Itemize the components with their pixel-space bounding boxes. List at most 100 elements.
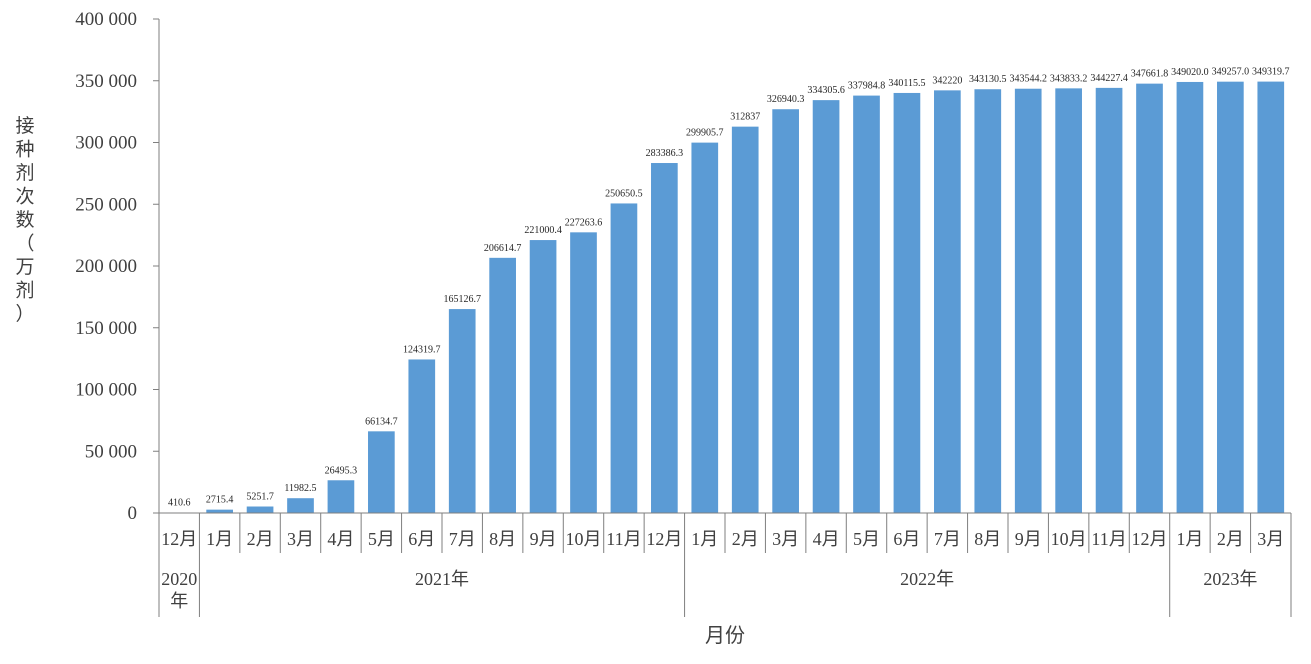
data-label: 343544.2 — [1009, 74, 1047, 85]
data-label: 66134.7 — [365, 416, 398, 427]
data-label: 250650.5 — [605, 188, 643, 199]
x-tick-label: 10月 — [566, 529, 602, 549]
bar — [287, 498, 314, 513]
group-label: 2020 年 — [161, 569, 197, 611]
x-tick-label: 8月 — [489, 529, 516, 549]
x-tick-label: 12月 — [1132, 529, 1168, 549]
data-label: 11982.5 — [284, 483, 316, 494]
data-label: 343833.2 — [1050, 73, 1088, 84]
data-label: 299905.7 — [686, 128, 724, 139]
bar — [772, 109, 799, 513]
data-label: 227263.6 — [565, 217, 603, 228]
bar — [1176, 81, 1204, 513]
data-label: 337984.8 — [848, 81, 886, 92]
bar — [1217, 81, 1244, 513]
bar — [1095, 87, 1123, 514]
data-label: 221000.4 — [524, 225, 562, 236]
x-tick-label: 3月 — [772, 529, 799, 549]
group-label: 2023年 — [1203, 569, 1257, 589]
bar — [1136, 83, 1163, 513]
y-tick-label: 100 000 — [75, 380, 137, 401]
bar — [691, 142, 719, 513]
x-tick-label: 10月 — [1051, 529, 1087, 549]
bar — [529, 240, 557, 513]
bar — [893, 92, 921, 513]
y-tick-label: 150 000 — [75, 318, 137, 339]
x-tick-label: 11月 — [1091, 529, 1126, 549]
y-axis-title-char: 剂 — [15, 162, 34, 184]
data-label: 26495.3 — [325, 465, 358, 476]
bar — [448, 309, 476, 513]
y-tick-label: 0 — [128, 503, 138, 524]
data-label: 343130.5 — [969, 74, 1007, 85]
bar — [812, 100, 840, 514]
data-label: 349319.7 — [1252, 67, 1290, 78]
data-label: 312837 — [730, 112, 760, 123]
y-axis-title-char: 接 — [15, 115, 34, 137]
y-axis-title-char: 数 — [15, 209, 34, 231]
x-tick-label: 1月 — [1176, 529, 1203, 549]
data-label: 410.6 — [168, 497, 191, 508]
bar — [206, 509, 233, 513]
x-axis-title: 月份 — [705, 623, 745, 647]
y-tick-label: 350 000 — [75, 71, 137, 92]
x-tick-label: 6月 — [408, 529, 435, 549]
y-axis-title-char: ） — [15, 303, 34, 325]
data-label: 349020.0 — [1171, 67, 1209, 78]
bar — [651, 163, 678, 513]
y-axis-title-char: 次 — [15, 186, 34, 208]
group-label: 2022年 — [900, 569, 954, 589]
data-label: 326940.3 — [767, 94, 805, 105]
data-label: 344227.4 — [1090, 73, 1128, 84]
data-label: 347661.8 — [1131, 69, 1169, 80]
data-label: 165126.7 — [443, 294, 481, 305]
data-label: 340115.5 — [888, 78, 925, 89]
y-tick-label: 200 000 — [75, 256, 137, 277]
data-label: 334305.6 — [807, 85, 845, 96]
x-tick-label: 7月 — [449, 529, 476, 549]
data-label: 349257.0 — [1212, 67, 1250, 78]
x-tick-label: 7月 — [934, 529, 961, 549]
x-tick-label: 4月 — [813, 529, 840, 549]
data-label: 124319.7 — [403, 344, 441, 355]
x-tick-label: 5月 — [853, 529, 880, 549]
x-tick-label: 2月 — [732, 529, 759, 549]
y-axis-title-char: 万 — [15, 256, 34, 278]
bar — [489, 257, 516, 513]
data-label: 2715.4 — [206, 495, 234, 506]
x-tick-label: 8月 — [974, 529, 1001, 549]
x-tick-label: 11月 — [606, 529, 641, 549]
x-tick-label: 12月 — [646, 529, 682, 549]
x-tick-label: 2月 — [247, 529, 274, 549]
bar — [327, 480, 355, 513]
bar — [1014, 88, 1042, 514]
bar — [610, 203, 638, 513]
y-tick-label: 300 000 — [75, 133, 137, 154]
bar — [934, 90, 961, 513]
data-label: 206614.7 — [484, 243, 522, 254]
y-axis-title-char: （ — [15, 233, 34, 255]
x-tick-label: 12月 — [161, 529, 197, 549]
data-label: 342220 — [932, 75, 962, 86]
y-tick-label: 400 000 — [75, 9, 137, 30]
bar — [974, 89, 1002, 514]
x-tick-label: 6月 — [893, 529, 920, 549]
bar — [1055, 88, 1082, 513]
x-tick-label: 3月 — [287, 529, 314, 549]
x-tick-label: 9月 — [530, 529, 557, 549]
data-label: 283386.3 — [646, 148, 684, 159]
x-tick-label: 3月 — [1257, 529, 1284, 549]
bar — [570, 232, 597, 513]
x-tick-label: 5月 — [368, 529, 395, 549]
bar — [731, 126, 759, 513]
bar — [853, 95, 880, 513]
y-axis-title-char: 种 — [15, 139, 34, 161]
bar — [408, 359, 436, 513]
x-tick-label: 2月 — [1217, 529, 1244, 549]
x-tick-label: 9月 — [1015, 529, 1042, 549]
bar — [368, 431, 395, 513]
y-tick-label: 50 000 — [85, 441, 137, 462]
x-tick-label: 1月 — [206, 529, 233, 549]
